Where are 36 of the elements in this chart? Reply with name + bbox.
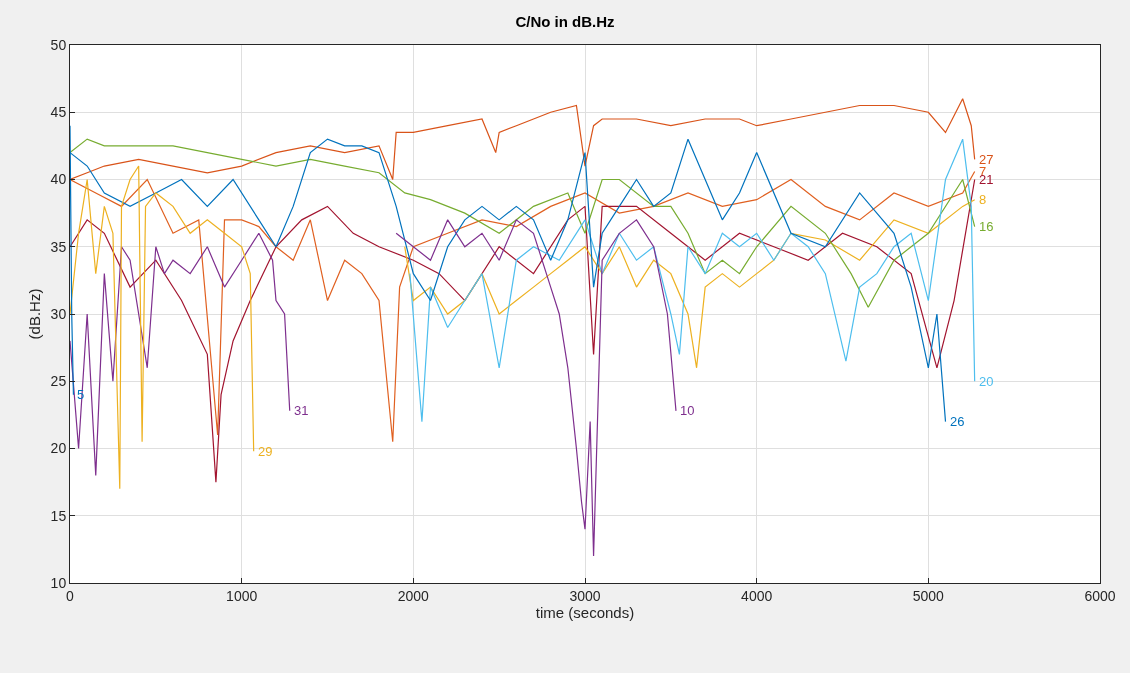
y-tick-label: 20 xyxy=(50,440,67,457)
y-tick-label: 50 xyxy=(50,36,67,53)
line-series xyxy=(404,199,976,369)
line-series xyxy=(70,165,255,490)
y-tick-label: 10 xyxy=(50,574,67,591)
y-tick-label: 45 xyxy=(50,104,67,121)
series-label: 20 xyxy=(979,374,994,389)
series-label: 27 xyxy=(979,152,994,167)
y-tick-label: 15 xyxy=(50,507,67,524)
x-tick-label: 1000 xyxy=(226,587,258,604)
series-label: 10 xyxy=(680,403,695,418)
series-label: 26 xyxy=(950,414,965,429)
x-tick-label: 2000 xyxy=(397,587,430,604)
x-tick-label: 3000 xyxy=(569,587,601,604)
y-tick-label: 40 xyxy=(50,171,67,188)
line-series xyxy=(70,232,291,476)
chart-title: C/No in dB.Hz xyxy=(515,13,615,31)
series-label: 16 xyxy=(979,219,994,234)
x-tick-label: 4000 xyxy=(741,587,773,604)
line-series xyxy=(70,138,976,308)
x-tick-label: 5000 xyxy=(912,587,945,604)
x-tick-label: 0 xyxy=(66,587,75,604)
line-series xyxy=(70,178,976,483)
line-series xyxy=(395,219,677,557)
x-axis-title: time (seconds) xyxy=(535,603,635,621)
y-tick-label: 25 xyxy=(50,373,67,390)
y-axis-title: (dB.Hz) xyxy=(25,288,43,340)
line-series xyxy=(70,98,976,181)
y-tick-label: 35 xyxy=(50,238,67,255)
y-tick-label: 30 xyxy=(50,305,67,322)
series-label: 8 xyxy=(979,192,987,207)
series-label: 29 xyxy=(258,444,273,459)
series-label: 5 xyxy=(77,387,85,402)
x-tick-label: 6000 xyxy=(1084,587,1116,604)
series-label: 31 xyxy=(294,403,309,418)
line-series xyxy=(70,170,976,443)
